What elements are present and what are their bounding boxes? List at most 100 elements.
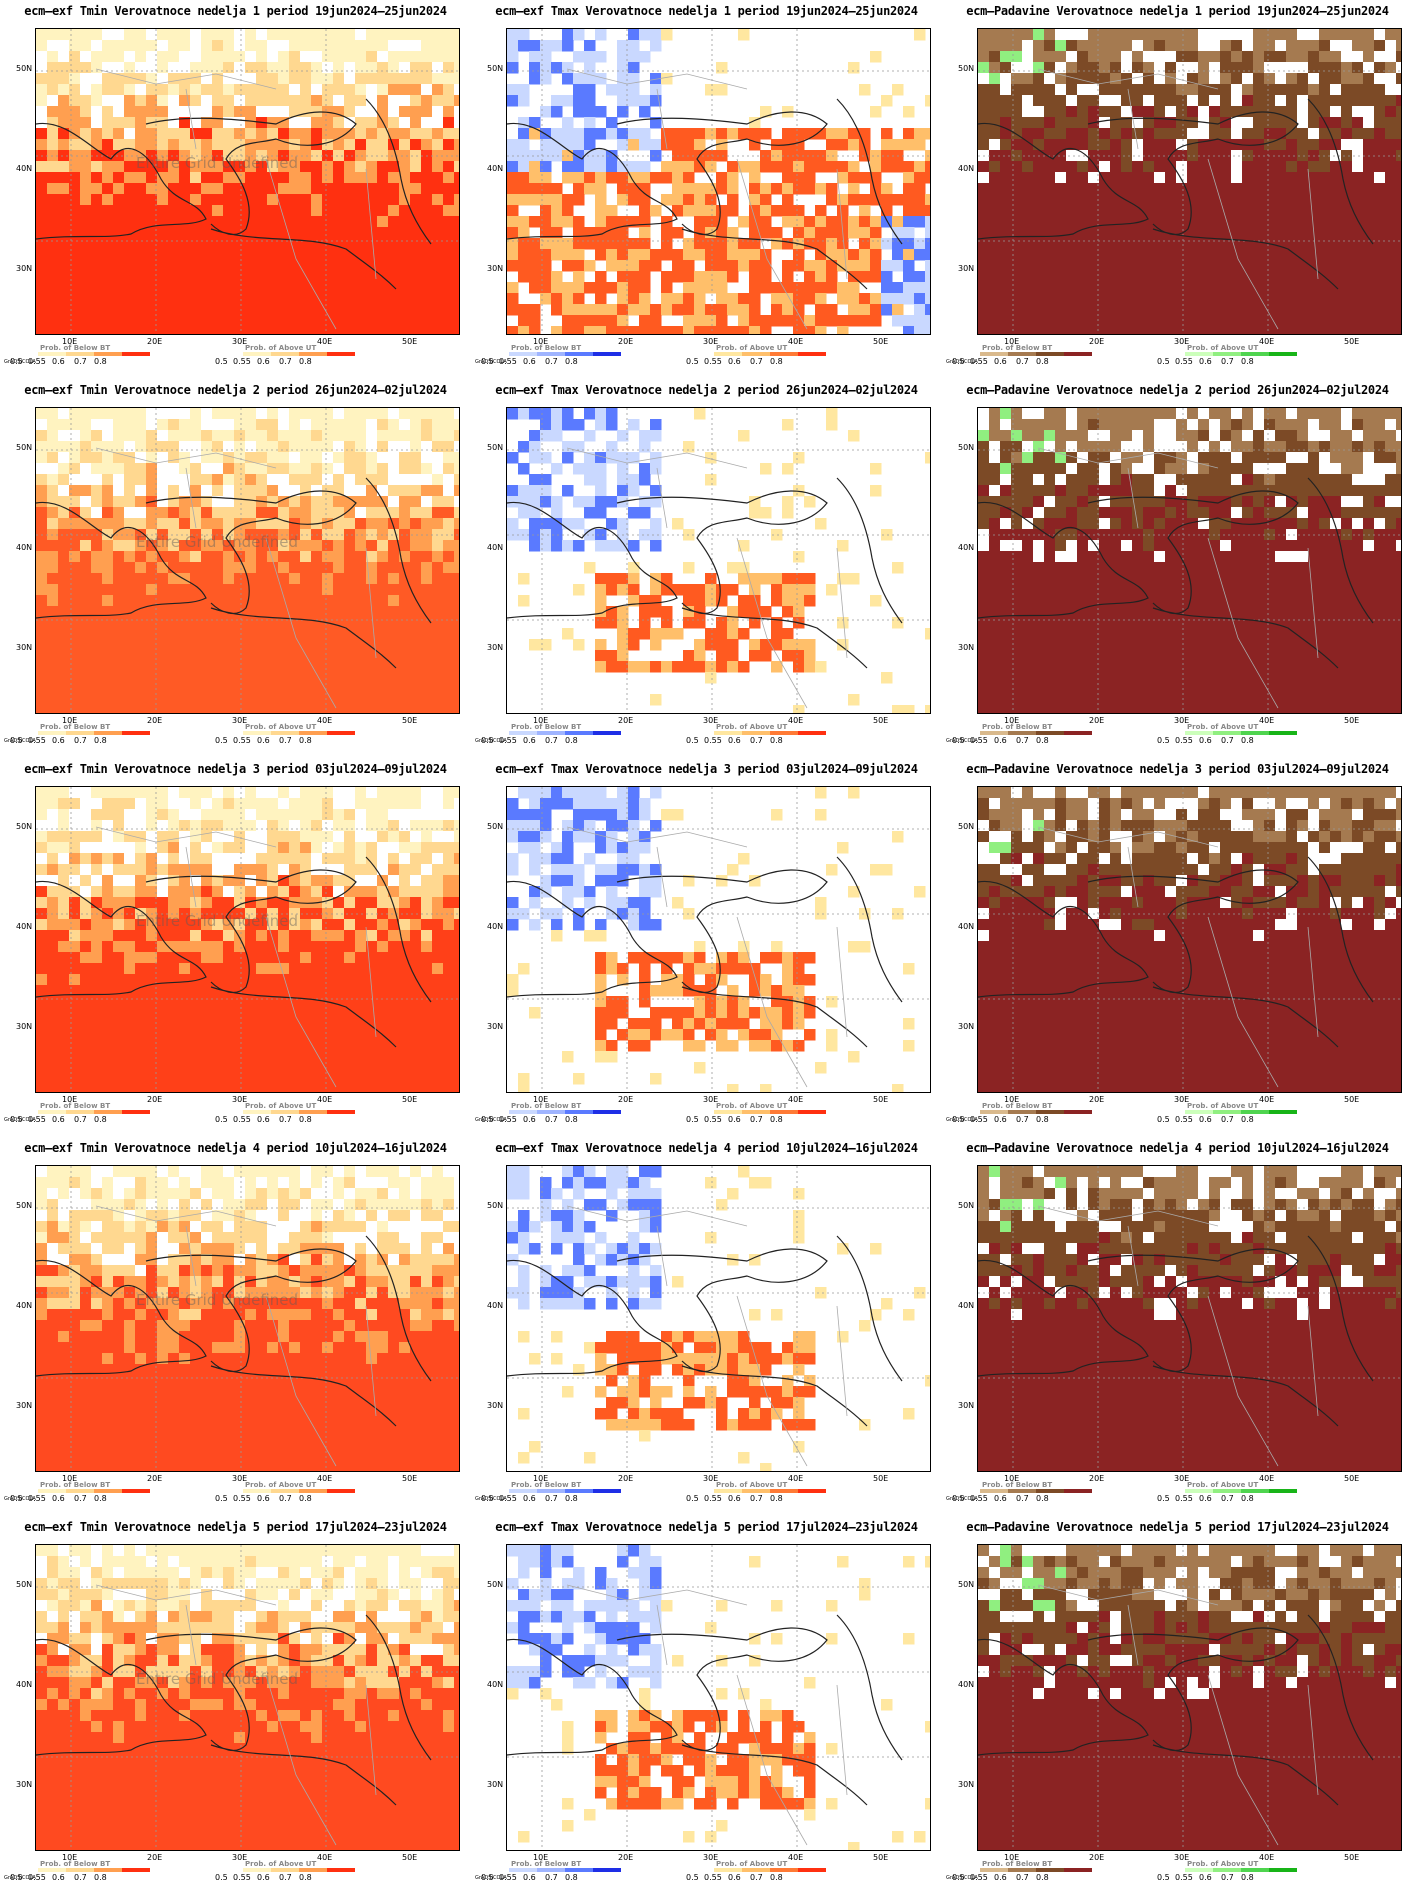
legend-swatch bbox=[1185, 1489, 1213, 1493]
legend-ticks: 0.5 0.55 0.6 0.7 0.8 bbox=[215, 1494, 355, 1506]
legend-swatch bbox=[1269, 1489, 1297, 1493]
lon-label: 40E bbox=[788, 1853, 804, 1862]
lon-label: 40E bbox=[317, 1095, 333, 1104]
legend-tick: 0.6 bbox=[523, 357, 536, 366]
legend-tick: 0.5 bbox=[1157, 736, 1170, 745]
legend-swatch bbox=[714, 1110, 742, 1114]
panel-title: ecm—exf Tmin Verovatnoce nedelja 3 perio… bbox=[24, 762, 447, 776]
legend-tick: 0.8 bbox=[1036, 736, 1049, 745]
legend-swatch bbox=[1008, 352, 1036, 356]
legend-below: Prob. of Below BT 0.5 0.55 0.6 0.7 0.8 bbox=[10, 723, 150, 753]
legend-title: Prob. of Below BT bbox=[511, 1860, 582, 1868]
legend-below: Prob. of Below BT 0.5 0.55 0.6 0.7 0.8 bbox=[10, 344, 150, 374]
legend-tick: 0.7 bbox=[1016, 357, 1029, 366]
legend-swatch bbox=[980, 731, 1008, 735]
legend-tick: 0.8 bbox=[299, 1873, 312, 1882]
legend-title: Prob. of Above UT bbox=[1187, 723, 1259, 731]
lat-label: 50N bbox=[958, 443, 975, 452]
tmin-probability-map bbox=[36, 787, 459, 1092]
lon-label: 30E bbox=[703, 337, 719, 346]
legend-tick: 0.5 bbox=[686, 357, 699, 366]
legend-below: Prob. of Below BT 0.5 0.55 0.6 0.7 0.8 bbox=[481, 1102, 621, 1132]
legend-swatch bbox=[66, 731, 94, 735]
legend-swatch bbox=[327, 731, 355, 735]
legend-swatch bbox=[327, 1489, 355, 1493]
panel-title: ecm—exf Tmin Verovatnoce nedelja 2 perio… bbox=[24, 383, 447, 397]
legend-above: Prob. of Above UT 0.5 0.55 0.6 0.7 0.8 bbox=[686, 1102, 826, 1132]
legend-swatch bbox=[798, 1110, 826, 1114]
lon-label: 30E bbox=[703, 1095, 719, 1104]
legend-swatch bbox=[1157, 1489, 1185, 1493]
legend-swatch bbox=[38, 1110, 66, 1114]
legend-colorbar bbox=[686, 1868, 826, 1872]
legend-colorbar bbox=[215, 731, 355, 735]
prec-probability-map bbox=[978, 29, 1401, 334]
legend-colorbar bbox=[10, 352, 150, 356]
legend-tick: 0.55 bbox=[28, 1115, 46, 1124]
map-panel-prec-week-3: ecm—Padavine Verovatnoce nedelja 3 perio… bbox=[942, 758, 1413, 1137]
legend-swatch bbox=[593, 1868, 621, 1872]
legend-tick: 0.5 bbox=[952, 1115, 965, 1124]
legend-swatch bbox=[271, 1868, 299, 1872]
legend-swatch bbox=[1036, 731, 1064, 735]
lon-label: 30E bbox=[232, 1853, 248, 1862]
panel-title: ecm—exf Tmin Verovatnoce nedelja 4 perio… bbox=[24, 1141, 447, 1155]
legend-colorbar bbox=[10, 1489, 150, 1493]
legend-swatch bbox=[1241, 352, 1269, 356]
prec-probability-map bbox=[978, 787, 1401, 1092]
lat-label: 50N bbox=[487, 64, 504, 73]
lon-label: 30E bbox=[232, 337, 248, 346]
grads-credit: GrADS/COLA bbox=[946, 1875, 978, 1881]
panel-title: ecm—Padavine Verovatnoce nedelja 4 perio… bbox=[966, 1141, 1389, 1155]
legend-ticks: 0.5 0.55 0.6 0.7 0.8 bbox=[952, 1873, 1092, 1885]
lat-label: 40N bbox=[16, 543, 33, 552]
legend-swatch bbox=[299, 352, 327, 356]
legend-tick: 0.8 bbox=[770, 1494, 783, 1503]
panel-title: ecm—exf Tmin Verovatnoce nedelja 1 perio… bbox=[24, 4, 447, 18]
legend-tick: 0.7 bbox=[1016, 1494, 1029, 1503]
legend-swatch bbox=[952, 1489, 980, 1493]
legend-swatch bbox=[1241, 1489, 1269, 1493]
legend-title: Prob. of Below BT bbox=[511, 1102, 582, 1110]
tmax-probability-map bbox=[507, 29, 930, 334]
legend-tick: 0.55 bbox=[970, 357, 988, 366]
lat-label: 30N bbox=[16, 1022, 33, 1031]
legend-tick: 0.6 bbox=[728, 1873, 741, 1882]
legend-swatch bbox=[952, 731, 980, 735]
lon-label: 20E bbox=[1089, 1853, 1105, 1862]
lat-label: 50N bbox=[16, 1580, 33, 1589]
legend-title: Prob. of Above UT bbox=[1187, 344, 1259, 352]
legend-swatch bbox=[271, 1110, 299, 1114]
map-area: Entire Grid Undefined bbox=[35, 407, 460, 714]
legend-swatch bbox=[327, 1110, 355, 1114]
map-area bbox=[506, 28, 931, 335]
grads-credit: GrADS/COLA bbox=[4, 359, 36, 365]
map-area bbox=[506, 786, 931, 1093]
undefined-grid-label: Entire Grid Undefined bbox=[136, 1670, 299, 1688]
legend-tick: 0.8 bbox=[299, 1115, 312, 1124]
lon-label: 40E bbox=[788, 716, 804, 725]
legend-ticks: 0.5 0.55 0.6 0.7 0.8 bbox=[481, 736, 621, 748]
lon-label: 30E bbox=[232, 1095, 248, 1104]
legend-swatch bbox=[122, 1110, 150, 1114]
lon-label: 50E bbox=[1344, 1095, 1360, 1104]
legend-tick: 0.6 bbox=[994, 1873, 1007, 1882]
grads-credit: GrADS/COLA bbox=[4, 738, 36, 744]
legend-swatch bbox=[1241, 731, 1269, 735]
legend-tick: 0.6 bbox=[728, 736, 741, 745]
legend-swatch bbox=[537, 1489, 565, 1493]
grads-credit: GrADS/COLA bbox=[946, 1496, 978, 1502]
legend-swatch bbox=[798, 731, 826, 735]
legend-below: Prob. of Below BT 0.5 0.55 0.6 0.7 0.8 bbox=[10, 1481, 150, 1511]
lon-label: 50E bbox=[873, 1853, 889, 1862]
legend-swatch bbox=[1036, 1110, 1064, 1114]
grads-credit: GrADS/COLA bbox=[946, 359, 978, 365]
legend-tick: 0.5 bbox=[686, 1494, 699, 1503]
lon-label: 10E bbox=[1004, 1474, 1020, 1483]
legend-tick: 0.7 bbox=[750, 357, 763, 366]
legend-swatch bbox=[271, 352, 299, 356]
lat-label: 40N bbox=[16, 1680, 33, 1689]
grads-credit: GrADS/COLA bbox=[4, 1496, 36, 1502]
legend-swatch bbox=[481, 1868, 509, 1872]
legend-swatch bbox=[1241, 1110, 1269, 1114]
